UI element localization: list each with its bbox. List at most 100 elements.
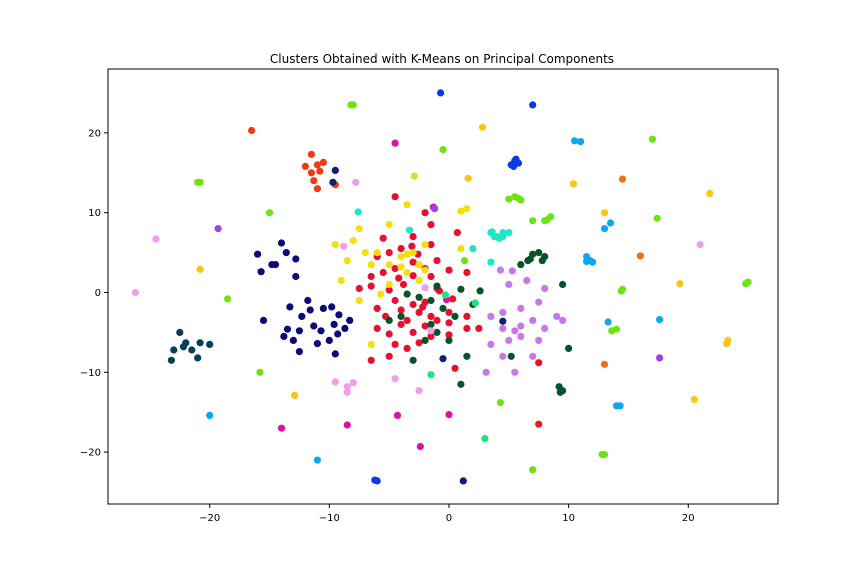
data-point-cluster-yellow-3: [361, 249, 369, 257]
data-point-cluster-pink-12: [131, 288, 140, 297]
data-point-cluster-pink-7: [421, 284, 429, 292]
data-point-cluster-lime-2: [224, 295, 232, 303]
data-point-cluster-lime-9: [511, 193, 519, 201]
data-point-cluster-navy-16: [330, 320, 338, 328]
data-point-cluster-red-22: [385, 286, 393, 294]
data-point-cluster-lime-23: [742, 280, 750, 288]
data-point-cluster-red-14: [379, 268, 387, 277]
data-point-cluster-lime-3: [256, 368, 264, 376]
data-point-cluster-pink-10: [696, 241, 704, 249]
data-point-cluster-dark-green-19: [535, 249, 543, 257]
data-point-cluster-emerald-1: [481, 435, 489, 443]
data-point-cluster-dark-green-13: [397, 312, 405, 320]
data-point-cluster-red-4: [427, 241, 435, 249]
data-point-cluster-yellow-18: [355, 296, 363, 305]
data-point-cluster-pink-6: [352, 178, 360, 186]
data-point-cluster-navy-24: [313, 340, 321, 348]
data-point-cluster-dark-green-6: [451, 312, 459, 320]
data-point-cluster-red-29: [415, 308, 423, 316]
data-point-cluster-navy-5: [282, 249, 290, 257]
data-point-cluster-lime-1: [196, 178, 204, 186]
data-point-cluster-gold-3: [600, 209, 609, 217]
data-point-cluster-red-11: [409, 258, 417, 266]
data-point-cluster-dark-green-15: [463, 352, 471, 360]
data-point-cluster-yellow-17: [337, 276, 345, 285]
data-point-cluster-gold-4: [676, 280, 684, 288]
data-point-cluster-orange-red-4: [307, 169, 315, 177]
data-point-cluster-yellow-26: [377, 290, 385, 298]
data-point-cluster-dark-green-8: [427, 320, 435, 328]
points-layer: [131, 89, 752, 485]
data-point-cluster-lilac-6: [517, 304, 525, 312]
data-point-cluster-navy-12: [304, 296, 312, 305]
data-point-cluster-navy-13: [319, 304, 327, 312]
data-point-cluster-lilac-13: [487, 312, 495, 320]
data-point-cluster-navy-6: [292, 255, 300, 263]
data-point-cluster-dark-green-4: [457, 285, 465, 293]
data-point-cluster-red-47: [367, 356, 375, 364]
data-point-cluster-pink-8: [427, 327, 435, 335]
data-point-cluster-red-33: [373, 324, 381, 332]
data-point-cluster-lilac-2: [505, 280, 513, 289]
data-point-cluster-lime-25: [496, 399, 504, 407]
data-point-cluster-sky-12: [313, 456, 321, 464]
data-point-cluster-blue-6: [437, 89, 445, 97]
data-point-cluster-red-46: [445, 331, 453, 339]
data-point-cluster-lilac-0: [496, 266, 504, 274]
data-point-cluster-aqua-8: [405, 226, 414, 234]
data-point-cluster-orange-red-9: [248, 126, 256, 135]
data-point-cluster-lilac-21: [529, 352, 537, 360]
data-point-cluster-aqua-6: [495, 234, 503, 242]
data-point-cluster-orange-red-5: [316, 167, 324, 175]
data-point-cluster-gold-0: [464, 174, 472, 182]
data-point-cluster-aqua-11: [354, 208, 362, 216]
y-tick-label: −10: [80, 368, 101, 379]
data-point-cluster-lime-4: [265, 209, 274, 217]
data-point-cluster-navy-3: [271, 261, 280, 269]
data-point-cluster-dark-green-30: [476, 287, 484, 295]
data-point-cluster-lilac-14: [499, 324, 507, 332]
data-point-cluster-yellow-11: [415, 276, 423, 285]
data-point-cluster-red-57: [355, 284, 363, 293]
data-point-cluster-gold-2: [569, 180, 578, 188]
data-point-cluster-yellow-5: [409, 249, 417, 257]
data-point-cluster-orange-2: [600, 360, 609, 368]
data-point-cluster-red-0: [391, 193, 399, 201]
data-point-cluster-crimson-0: [535, 420, 543, 428]
data-point-cluster-pink-5: [340, 242, 348, 250]
data-point-cluster-lime-26: [529, 466, 537, 474]
data-point-cluster-lilac-11: [553, 312, 561, 320]
data-point-cluster-lilac-7: [499, 308, 507, 316]
data-point-cluster-lilac-3: [523, 276, 531, 285]
data-point-cluster-lilac-16: [505, 336, 513, 344]
data-point-cluster-lilac-17: [517, 332, 525, 340]
data-point-cluster-red-28: [403, 316, 411, 324]
data-point-cluster-yellow-19: [367, 340, 375, 348]
data-point-cluster-red-59: [408, 242, 416, 250]
data-point-cluster-dark-green-3: [433, 282, 441, 290]
data-point-cluster-red-24: [409, 300, 417, 309]
data-point-cluster-lime-24: [653, 214, 661, 222]
data-point-cluster-lilac-23: [517, 322, 525, 330]
data-point-cluster-dark-green-29: [524, 257, 532, 265]
data-point-cluster-lilac-10: [541, 324, 549, 332]
data-point-cluster-red-13: [367, 272, 375, 281]
x-tick-label: 0: [446, 513, 452, 524]
data-point-cluster-navy-28: [286, 303, 294, 311]
data-point-cluster-lilac-19: [499, 352, 507, 360]
data-point-cluster-red-41: [475, 324, 483, 332]
data-point-cluster-navy-4: [277, 239, 286, 247]
data-point-cluster-red-5: [433, 257, 441, 265]
data-point-cluster-navy-19: [341, 324, 349, 332]
data-point-cluster-red-52: [449, 295, 457, 303]
data-point-cluster-yellowgreen-0: [410, 172, 418, 180]
data-point-cluster-red-10: [391, 264, 399, 273]
data-point-cluster-yellow-15: [331, 241, 339, 249]
data-point-cluster-aqua-4: [505, 229, 513, 237]
data-point-cluster-orange-red-1: [313, 161, 321, 169]
data-point-cluster-navy-29: [298, 312, 306, 320]
data-point-cluster-red-50: [535, 359, 543, 367]
data-point-cluster-yellow-9: [385, 261, 393, 269]
data-point-cluster-navy-11: [310, 322, 318, 330]
data-point-cluster-lime-28: [439, 146, 447, 154]
